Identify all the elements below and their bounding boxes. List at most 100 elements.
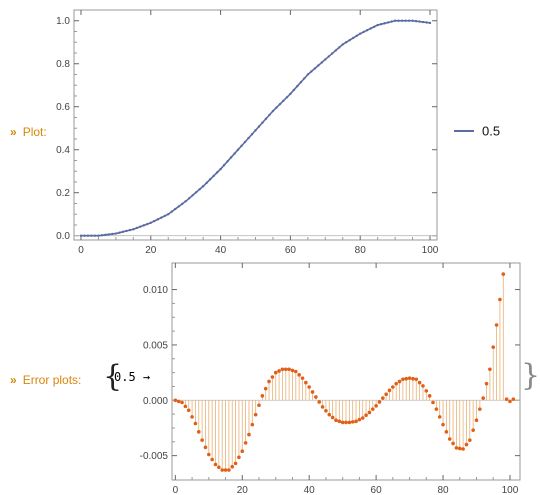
error-point: [364, 413, 368, 418]
data-point: [97, 234, 100, 237]
error-plots-label: » Error plots:: [10, 373, 81, 387]
data-point: [338, 46, 341, 49]
data-point: [86, 234, 90, 237]
data-point: [331, 52, 334, 55]
x-tick-label: 0: [78, 245, 84, 256]
data-point: [282, 99, 285, 102]
data-point: [114, 232, 118, 235]
data-point: [104, 233, 107, 237]
error-point: [354, 419, 358, 424]
y-tick-label: 0.000: [143, 396, 168, 407]
error-point: [330, 415, 335, 420]
data-point: [208, 178, 212, 181]
error-brace-open: {: [103, 359, 123, 394]
data-point: [425, 21, 428, 24]
x-tick-label: 60: [371, 485, 383, 495]
error-point: [451, 441, 455, 446]
data-point: [198, 188, 201, 191]
y-tick-label: 0.4: [56, 145, 70, 156]
error-point: [193, 421, 198, 426]
error-point: [384, 392, 388, 396]
data-point: [289, 92, 292, 96]
data-point: [125, 229, 128, 233]
data-point: [90, 234, 93, 237]
x-tick-label: 80: [355, 245, 367, 256]
data-point: [226, 160, 229, 163]
data-point: [418, 20, 421, 23]
error-point: [461, 447, 465, 451]
data-point: [292, 88, 296, 92]
data-point: [215, 171, 219, 174]
data-point: [365, 29, 369, 32]
data-point: [135, 226, 139, 230]
series-line-0.5: [80, 19, 431, 237]
data-point: [383, 22, 386, 25]
y-tick-label: 0.6: [56, 102, 70, 113]
error-point: [457, 446, 462, 451]
error-point: [180, 400, 184, 405]
error-point: [501, 272, 506, 276]
data-point: [404, 19, 407, 22]
error-point: [287, 367, 291, 372]
data-point: [317, 64, 320, 67]
data-point: [240, 144, 243, 148]
data-point: [254, 129, 257, 132]
data-point: [376, 23, 379, 27]
data-point: [359, 32, 362, 35]
data-point: [428, 21, 432, 25]
error-point: [314, 395, 318, 399]
error-point: [237, 455, 241, 460]
x-tick-label: 20: [237, 485, 249, 495]
data-point: [153, 219, 156, 223]
data-point: [100, 234, 104, 237]
plot-label-text: Plot:: [22, 125, 47, 139]
error-point: [210, 457, 214, 462]
x-tick-label: 100: [422, 245, 439, 256]
error-point: [370, 407, 375, 411]
legend-label: 0.5: [482, 124, 500, 139]
data-point: [275, 106, 278, 109]
data-point: [121, 230, 125, 234]
x-tick-label: 40: [304, 485, 316, 495]
data-point: [177, 205, 180, 208]
data-point: [132, 228, 135, 231]
error-point: [478, 407, 482, 411]
data-point: [386, 21, 390, 24]
error-point: [454, 446, 459, 450]
error-point: [474, 418, 479, 423]
error-key: 0.5 →: [114, 370, 151, 384]
error-point: [230, 464, 235, 469]
error-point: [186, 408, 191, 413]
data-point: [111, 232, 114, 236]
x-tick-label: 60: [285, 245, 297, 256]
error-point: [441, 422, 445, 427]
error-point: [407, 376, 412, 380]
error-point: [424, 389, 429, 393]
data-point: [285, 96, 289, 99]
data-point: [236, 148, 240, 151]
error-point: [290, 368, 295, 373]
data-point: [219, 167, 222, 171]
error-point: [300, 376, 305, 380]
error-point: [190, 415, 194, 419]
error-point: [243, 441, 248, 445]
error-point: [444, 430, 449, 434]
data-point: [257, 125, 261, 128]
data-point: [310, 70, 313, 73]
data-point: [128, 228, 132, 232]
plot-legend: 0.5: [454, 124, 500, 139]
data-point: [194, 191, 198, 194]
error-point: [327, 412, 332, 417]
data-point: [369, 27, 372, 30]
error-point: [491, 345, 496, 349]
data-point: [320, 61, 324, 64]
error-point: [317, 400, 322, 404]
data-point: [268, 113, 271, 117]
x-tick-label: 40: [215, 245, 227, 256]
data-point: [250, 133, 254, 136]
plot-frame: [171, 262, 521, 481]
error-point: [173, 398, 178, 403]
y-tick-label: 0.2: [56, 188, 70, 199]
error-point: [360, 416, 365, 420]
error-point: [240, 449, 245, 454]
